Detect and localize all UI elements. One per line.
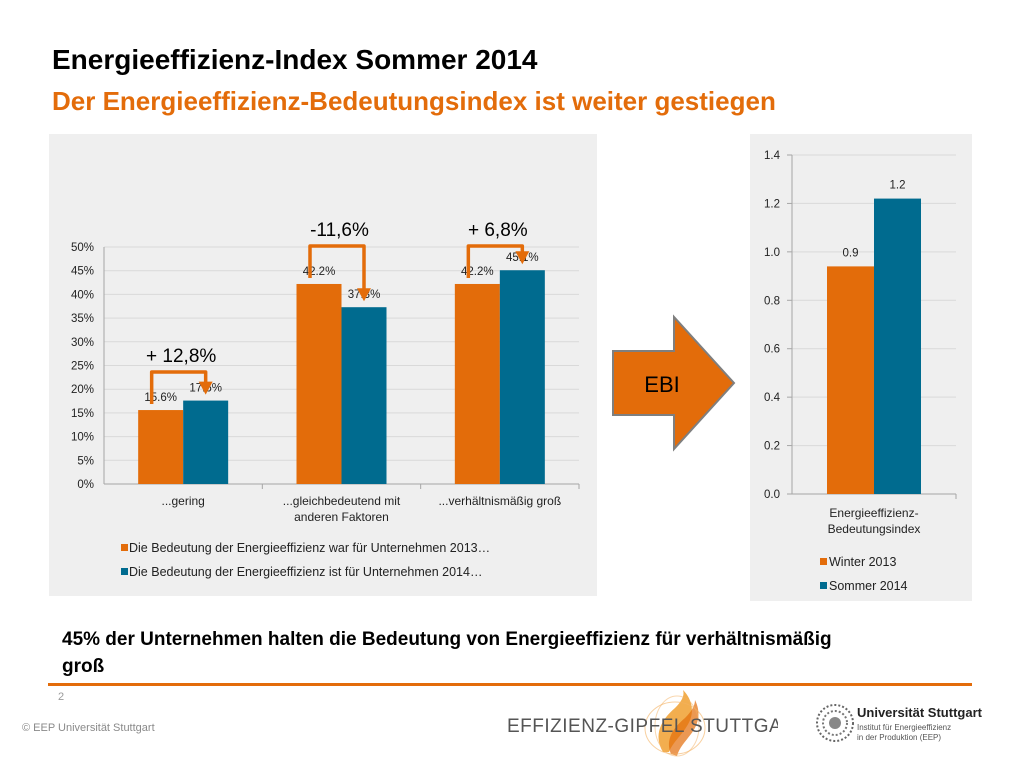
bar: [296, 283, 342, 484]
y-tick-label: 10%: [71, 432, 94, 444]
y-tick-label: 35%: [71, 313, 94, 325]
ebi-arrow: EBI: [612, 314, 736, 452]
gipfel-wordmark: EFFIZIENZ-GIPFEL STUTTGART: [507, 716, 778, 737]
bar: [183, 400, 229, 484]
copyright-text: © EEP Universität Stuttgart: [22, 722, 155, 734]
university-seal-icon: [816, 704, 854, 742]
data-label: 42.2%: [303, 266, 336, 278]
arrow-label: EBI: [644, 372, 679, 397]
bar: [874, 198, 921, 494]
chart-importance: 0%5%10%15%20%25%30%35%40%45%50%15.6%17.6…: [71, 220, 580, 579]
bar: [827, 266, 874, 494]
y-tick-label: 25%: [71, 361, 94, 373]
bar: [341, 307, 387, 484]
change-bracket: [308, 244, 366, 290]
data-label: 42.2%: [461, 266, 494, 278]
institute-name-line2: in der Produktion (EEP): [857, 733, 942, 742]
change-annotation: + 12,8%: [146, 346, 216, 367]
arrow-shape-icon: [612, 314, 736, 452]
effizienz-gipfel-logo: EFFIZIENZ-GIPFEL STUTTGART: [507, 690, 778, 757]
legend-swatch: [121, 544, 128, 551]
legend-label: Die Bedeutung der Energieeffizienz war f…: [129, 541, 490, 555]
university-logo: Universität Stuttgart Institut für Energ…: [815, 703, 1015, 755]
page-number: 2: [58, 691, 65, 703]
y-tick-label: 0.2: [764, 441, 780, 453]
y-tick-label: 15%: [71, 408, 94, 420]
arrowhead-icon: [198, 381, 213, 395]
y-tick-label: 45%: [71, 266, 94, 278]
y-tick-label: 1.4: [764, 150, 781, 162]
y-tick-label: 0.0: [764, 489, 780, 501]
y-tick-label: 5%: [77, 455, 94, 467]
slide-title: Energieeffizienz-Index Sommer 2014: [52, 44, 538, 75]
legend-swatch: [121, 568, 128, 575]
key-finding-note: 45% der Unternehmen halten die Bedeutung…: [62, 629, 832, 677]
change-bracket: [149, 370, 208, 405]
category-label: ...verhältnismäßig groß: [438, 494, 561, 508]
category-label: ...gering: [161, 494, 204, 508]
y-tick-label: 0.6: [764, 344, 780, 356]
change-annotation: + 6,8%: [468, 220, 528, 241]
legend-label: Winter 2013: [829, 555, 896, 569]
legend-swatch: [820, 558, 827, 565]
y-tick-label: 40%: [71, 289, 94, 301]
data-label: 1.2: [890, 180, 906, 192]
category-label: Bedeutungsindex: [828, 522, 921, 536]
y-tick-label: 0.4: [764, 392, 781, 404]
change-bracket: [466, 244, 525, 278]
y-tick-label: 1.0: [764, 247, 780, 259]
y-tick-label: 1.2: [764, 198, 780, 210]
legend-label: Die Bedeutung der Energieeffizienz ist f…: [129, 565, 482, 579]
y-tick-label: 50%: [71, 242, 94, 254]
arrowhead-icon: [357, 288, 371, 302]
university-name: Universität Stuttgart: [857, 705, 982, 720]
change-annotation: -11,6%: [310, 220, 369, 241]
category-label: Energieeffizienz-: [829, 506, 918, 520]
footer-divider: [48, 683, 972, 686]
institute-name-line1: Institut für Energieeffizienz: [857, 723, 952, 732]
chart-panel-left: 0%5%10%15%20%25%30%35%40%45%50%15.6%17.6…: [49, 134, 597, 596]
bar: [499, 270, 545, 484]
bar: [138, 410, 184, 484]
slide-subtitle: Der Energieeffizienz-Bedeutungsindex ist…: [52, 86, 776, 116]
arrowhead-icon: [515, 251, 530, 265]
chart-panel-right: 0.0 0.2 0.4 0.6 0.8 1.0 1.2 1.4 0.9 1.2 Energieeff…: [750, 134, 972, 601]
y-tick-label: 30%: [71, 337, 94, 349]
chart-ebi-index: 0.0 0.2 0.4 0.6 0.8 1.0 1.2 1.4 0.9 1.2 Energieeff…: [764, 150, 957, 593]
category-label: ...gleichbedeutend mit: [283, 494, 401, 508]
y-tick-label: 20%: [71, 384, 94, 396]
legend-swatch: [820, 582, 827, 589]
y-tick-label: 0%: [77, 479, 94, 491]
category-label: anderen Faktoren: [294, 510, 389, 524]
bar: [454, 283, 500, 484]
flame-swirl-icon: [644, 690, 706, 757]
y-tick-label: 0.8: [764, 295, 780, 307]
data-label: 0.9: [843, 247, 859, 259]
legend-label: Sommer 2014: [829, 579, 908, 593]
data-label: 15.6%: [144, 392, 177, 404]
